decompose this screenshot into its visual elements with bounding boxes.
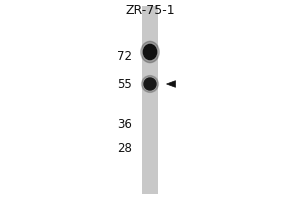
Ellipse shape [143, 44, 157, 60]
Polygon shape [167, 81, 176, 87]
Text: 36: 36 [117, 117, 132, 130]
Ellipse shape [144, 78, 156, 90]
Text: 55: 55 [117, 77, 132, 90]
Bar [142, 6, 158, 194]
Text: 72: 72 [117, 49, 132, 62]
Ellipse shape [142, 76, 158, 92]
Text: ZR-75-1: ZR-75-1 [125, 4, 175, 17]
Text: 28: 28 [117, 142, 132, 154]
Ellipse shape [141, 41, 159, 63]
